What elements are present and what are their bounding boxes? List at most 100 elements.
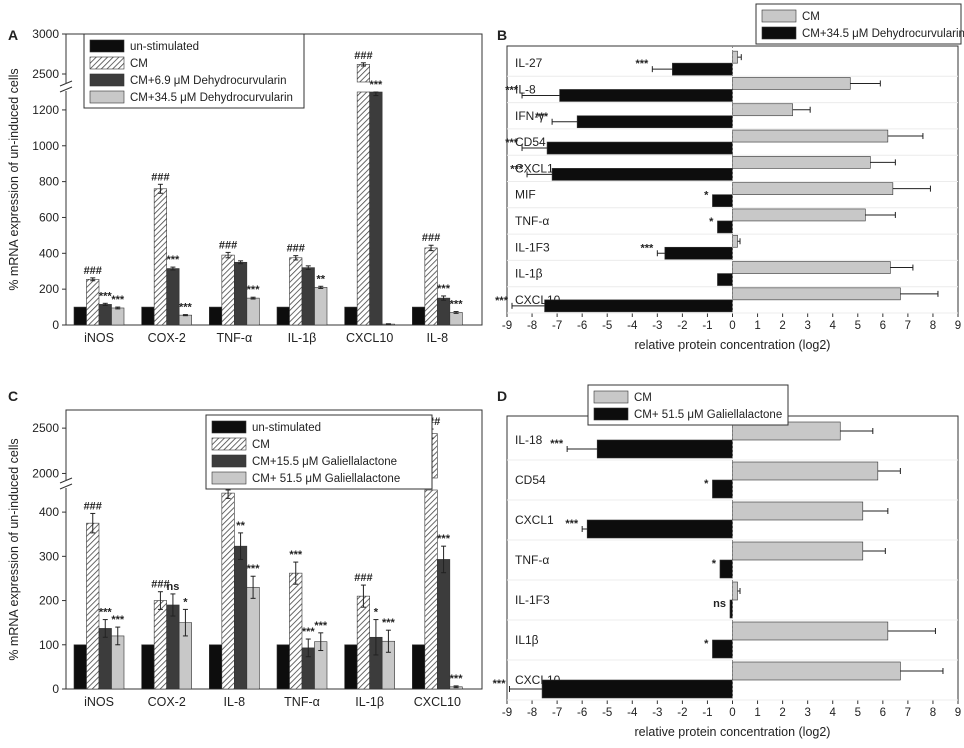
significance-label: *** [247,563,261,575]
category-label: IL-18 [515,433,543,447]
axis-break-gap [60,83,72,91]
bar-light [449,312,463,326]
significance-label: * [704,478,709,490]
legend-label: CM [802,11,820,23]
significance-label: ns [713,598,726,610]
significance-label: *** [437,283,451,295]
legend-swatch [593,390,629,404]
bar-black [344,306,358,326]
bar-light [732,287,901,301]
y-axis-label: % mRNA expression of un-induced cells [7,68,21,290]
y-tick-label: 100 [39,638,59,652]
bar-black [276,644,290,690]
bar-black [73,306,87,326]
axis-break-mark [59,80,73,87]
significance-label: ### [422,232,440,244]
significance-label: * [183,596,188,608]
bar-hatch [356,595,370,690]
legend-swatch [211,437,247,451]
legend-swatch [593,407,629,421]
bar-black [712,194,733,207]
bar-black [344,644,358,690]
category-label: IL-1F3 [515,593,550,607]
x-tick-label: -6 [577,707,587,719]
x-tick-label: 9 [955,707,961,719]
bar-black [209,306,223,326]
x-tick-label: IL-8 [224,695,246,709]
x-tick-label: 0 [729,320,735,332]
significance-label: * [704,190,709,202]
bar-light [178,314,192,326]
panel-letter: A [8,27,18,43]
bar-light [732,234,738,248]
bar-hatch [289,257,303,326]
bar-black [546,141,733,155]
x-tick-label: -5 [602,320,612,332]
x-tick-label: -9 [502,707,512,719]
legend: CM CM+34.5 μM Dehydrocurvularin [755,3,964,45]
panel-letter: D [497,388,507,404]
legend-label: CM [130,58,148,70]
y-tick-label: 200 [39,282,59,296]
significance-label: * [712,558,717,570]
bar-black [596,439,733,459]
x-tick-label: iNOS [84,695,114,709]
bar-hatch [86,278,100,326]
significance-label: *** [314,620,328,632]
y-tick-label: 300 [39,549,59,563]
bar-black [141,644,155,690]
significance-label: ### [84,265,102,277]
legend: un-stimulated CM CM+15.5 μM Galiellalacton… [205,414,433,490]
x-tick-label: -4 [627,320,638,332]
significance-label: *** [302,626,316,638]
y-tick-label: 0 [52,318,59,332]
bar-hatch [424,489,438,690]
x-tick-label: 4 [830,320,837,332]
y-tick-label: 400 [39,505,59,519]
significance-label: *** [635,58,649,70]
y-tick-label: 1000 [32,139,59,153]
significance-label: ### [151,171,169,183]
bar-dark [234,261,248,326]
significance-label: ns [166,581,179,593]
significance-label: *** [99,290,113,302]
x-tick-label: -3 [652,707,662,719]
legend-label: CM [634,392,652,404]
chart-C: 0 100 200 300 400 2000 2500 % mRNA expression o… [7,409,483,709]
y-tick-label: 600 [39,210,59,224]
significance-label: *** [505,84,519,96]
bar-light [314,287,328,326]
significance-label: *** [493,678,507,690]
x-tick-label: iNOS [84,331,114,345]
bar-black [712,639,733,659]
axis-break-mark [59,483,73,490]
x-tick-label: 8 [930,707,936,719]
bar-black [712,479,733,499]
panel-letter: B [497,27,507,43]
y-tick-label: 800 [39,175,59,189]
bar-hatch [221,254,235,326]
x-tick-label: 1 [754,320,760,332]
bar-dark [369,91,383,326]
significance-label: *** [99,607,113,619]
legend-label: un-stimulated [130,41,199,53]
x-tick-label: 0 [729,707,735,719]
significance-label: ### [219,239,237,251]
legend-label: CM+ 51.5 μM Galiellalactone [634,409,782,421]
category-label: CD54 [515,473,546,487]
x-tick-label: -2 [677,707,687,719]
x-tick-label: 3 [804,707,810,719]
bar-light [732,461,879,481]
bar-light [732,50,738,64]
bar-black [544,299,733,313]
legend-swatch [89,73,125,87]
bar-light [732,129,889,143]
x-tick-label: -4 [627,707,638,719]
legend-swatch [211,454,247,468]
significance-label: *** [535,111,549,123]
legend-swatch [761,26,797,40]
axis-break-mark [59,477,73,484]
legend-label: CM+34.5 μM Dehydrocurvularin [130,92,293,104]
bar-light [732,621,889,641]
bar-black [141,306,155,326]
